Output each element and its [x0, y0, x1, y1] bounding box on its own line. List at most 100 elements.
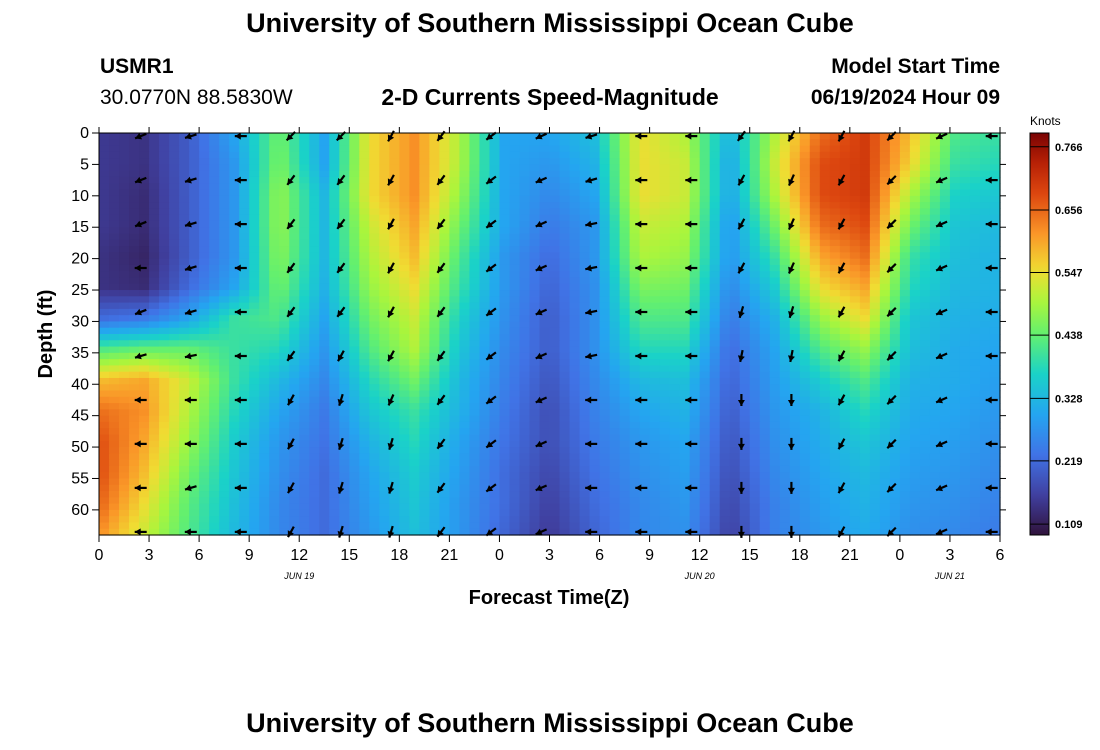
- heatmap-cell: [449, 202, 460, 209]
- heatmap-cell: [329, 164, 340, 172]
- heatmap-cell: [139, 346, 150, 354]
- heatmap-cell: [599, 189, 611, 197]
- heatmap-cell: [769, 440, 781, 448]
- heatmap-cell: [799, 139, 811, 147]
- heatmap-cell: [979, 396, 991, 404]
- heatmap-cell: [619, 453, 631, 461]
- heatmap-cell: [679, 390, 691, 398]
- heatmap-cell: [279, 302, 290, 310]
- heatmap-cell: [539, 403, 551, 410]
- heatmap-cell: [979, 377, 991, 385]
- heatmap-cell: [789, 158, 801, 166]
- heatmap-cell: [559, 465, 571, 473]
- heatmap-cell: [409, 365, 420, 373]
- heatmap-cell: [449, 459, 460, 467]
- heatmap-cell: [149, 296, 160, 304]
- heatmap-cell: [179, 264, 190, 272]
- heatmap-cell: [599, 308, 611, 316]
- heatmap-cell: [529, 151, 541, 159]
- heatmap-cell: [149, 202, 160, 209]
- heatmap-cell: [179, 246, 190, 253]
- heatmap-cell: [739, 133, 751, 140]
- heatmap-cell: [349, 384, 360, 392]
- heatmap-cell: [659, 151, 671, 159]
- heatmap-cell: [859, 453, 871, 461]
- heatmap-cell: [779, 302, 791, 310]
- heatmap-cell: [749, 428, 761, 436]
- heatmap-cell: [329, 390, 340, 398]
- heatmap-cell: [899, 308, 911, 316]
- heatmap-cell: [449, 478, 460, 486]
- heatmap-cell: [949, 409, 961, 417]
- heatmap-cell: [909, 409, 921, 417]
- heatmap-cell: [419, 302, 430, 310]
- heatmap-cell: [809, 189, 821, 197]
- heatmap-cell: [729, 233, 741, 241]
- heatmap-cell: [659, 133, 671, 140]
- heatmap-cell: [789, 308, 801, 316]
- heatmap-cell: [179, 176, 190, 184]
- heatmap-cell: [929, 208, 941, 216]
- heatmap-cell: [379, 459, 390, 467]
- heatmap-cell: [759, 239, 771, 247]
- heatmap-cell: [429, 472, 440, 480]
- heatmap-cell: [729, 271, 741, 279]
- heatmap-cell: [609, 239, 621, 247]
- heatmap-cell: [449, 195, 460, 203]
- heatmap-cell: [189, 246, 200, 253]
- heatmap-cell: [489, 409, 501, 417]
- heatmap-cell: [459, 478, 471, 486]
- heatmap-cell: [189, 365, 200, 373]
- heatmap-cell: [379, 170, 390, 178]
- heatmap-cell: [649, 390, 661, 398]
- heatmap-cell: [199, 421, 210, 429]
- heatmap-cell: [479, 220, 491, 228]
- heatmap-cell: [549, 176, 561, 184]
- heatmap-cell: [219, 472, 230, 480]
- heatmap-cell: [749, 409, 761, 417]
- heatmap-cell: [189, 290, 200, 297]
- heatmap-cell: [139, 220, 150, 228]
- heatmap-cell: [439, 158, 450, 166]
- heatmap-cell: [339, 472, 350, 480]
- heatmap-cell: [329, 296, 340, 304]
- heatmap-cell: [259, 183, 270, 191]
- heatmap-cell: [569, 214, 581, 222]
- heatmap-cell: [959, 252, 971, 260]
- heatmap-cell: [339, 296, 350, 304]
- heatmap-cell: [909, 371, 921, 379]
- heatmap-cell: [189, 428, 200, 436]
- heatmap-cell: [389, 365, 400, 373]
- heatmap-cell: [489, 208, 501, 216]
- heatmap-cell: [839, 158, 851, 166]
- heatmap-cell: [959, 377, 971, 385]
- heatmap-cell: [109, 434, 120, 442]
- heatmap-cell: [299, 164, 310, 172]
- heatmap-cell: [339, 384, 350, 392]
- heatmap-cell: [379, 164, 390, 172]
- heatmap-cell: [549, 145, 561, 153]
- heatmap-cell: [249, 202, 260, 209]
- heatmap-cell: [479, 277, 491, 285]
- heatmap-cell: [309, 478, 320, 486]
- heatmap-cell: [559, 434, 571, 442]
- heatmap-cell: [669, 403, 681, 410]
- heatmap-cell: [579, 371, 591, 379]
- heatmap-cell: [609, 271, 621, 279]
- heatmap-cell: [389, 453, 400, 461]
- heatmap-cell: [819, 315, 831, 323]
- heatmap-cell: [689, 472, 701, 480]
- heatmap-cell: [359, 359, 370, 367]
- heatmap-cell: [849, 390, 861, 398]
- heatmap-cell: [849, 189, 861, 197]
- heatmap-cell: [609, 290, 621, 297]
- heatmap-cell: [809, 403, 821, 410]
- heatmap-cell: [439, 334, 450, 341]
- heatmap-cell: [579, 158, 591, 166]
- heatmap-cell: [449, 283, 460, 291]
- heatmap-cell: [579, 428, 591, 436]
- heatmap-cell: [209, 283, 220, 291]
- heatmap-cell: [959, 214, 971, 222]
- heatmap-cell: [489, 346, 501, 354]
- heatmap-cell: [309, 390, 320, 398]
